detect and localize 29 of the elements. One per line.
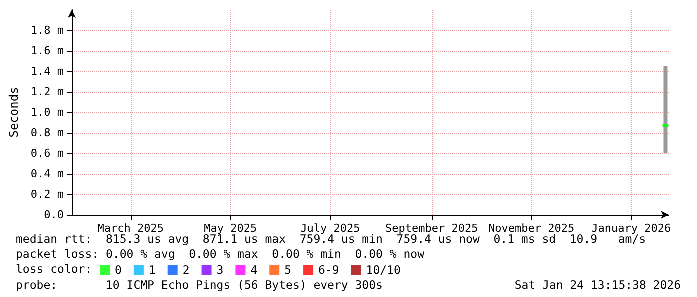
x-tick-label: January 2026 (592, 222, 672, 235)
text: packet loss: 0.00 % avg 0.00 % max 0.00 % min 0.00 % now (16, 247, 425, 261)
legend-label: 3 (216, 263, 224, 277)
legend-label: 0 (115, 263, 122, 277)
legend-label: 6-9 (318, 263, 340, 277)
y-tick-label: 1.4 m (30, 65, 64, 78)
y-tick-label: 0.6 m (30, 147, 64, 160)
y-tick-label: 0.8 m (30, 126, 64, 140)
legend-label: 10/10 (366, 263, 402, 277)
text: Sat Jan 24 13:15:38 2026 (514, 278, 682, 292)
y-tick-label: 0.2 m (30, 188, 64, 201)
legend-label: 4 (250, 263, 258, 277)
x-tick-label: July 2025 (300, 222, 360, 235)
y-tick-label: 1.6 m (30, 44, 64, 58)
y-tick-label: 0.4 m (30, 168, 64, 180)
y-tick-label: 0.0 (44, 208, 64, 222)
legend-label: 2 (182, 263, 190, 277)
x-tick-label: September 2025 (385, 222, 478, 235)
text: probe: 10 ICMP Echo Pings (56 Bytes) every 300s (16, 278, 383, 292)
y-tick-label: 1.2 m (30, 86, 64, 98)
legend-label: 1 (148, 263, 156, 277)
x-tick-label: March 2025 (98, 222, 164, 235)
x-tick-label: May 2025 (204, 222, 258, 235)
y-tick-label: 1.8 m (30, 24, 64, 37)
legend-title: loss color: (16, 262, 92, 276)
y-axis-title: Seconds (7, 87, 21, 138)
x-tick-label: November 2025 (488, 222, 575, 235)
y-tick-label: 1.0 m (30, 106, 64, 119)
legend-label: 5 (284, 263, 292, 277)
